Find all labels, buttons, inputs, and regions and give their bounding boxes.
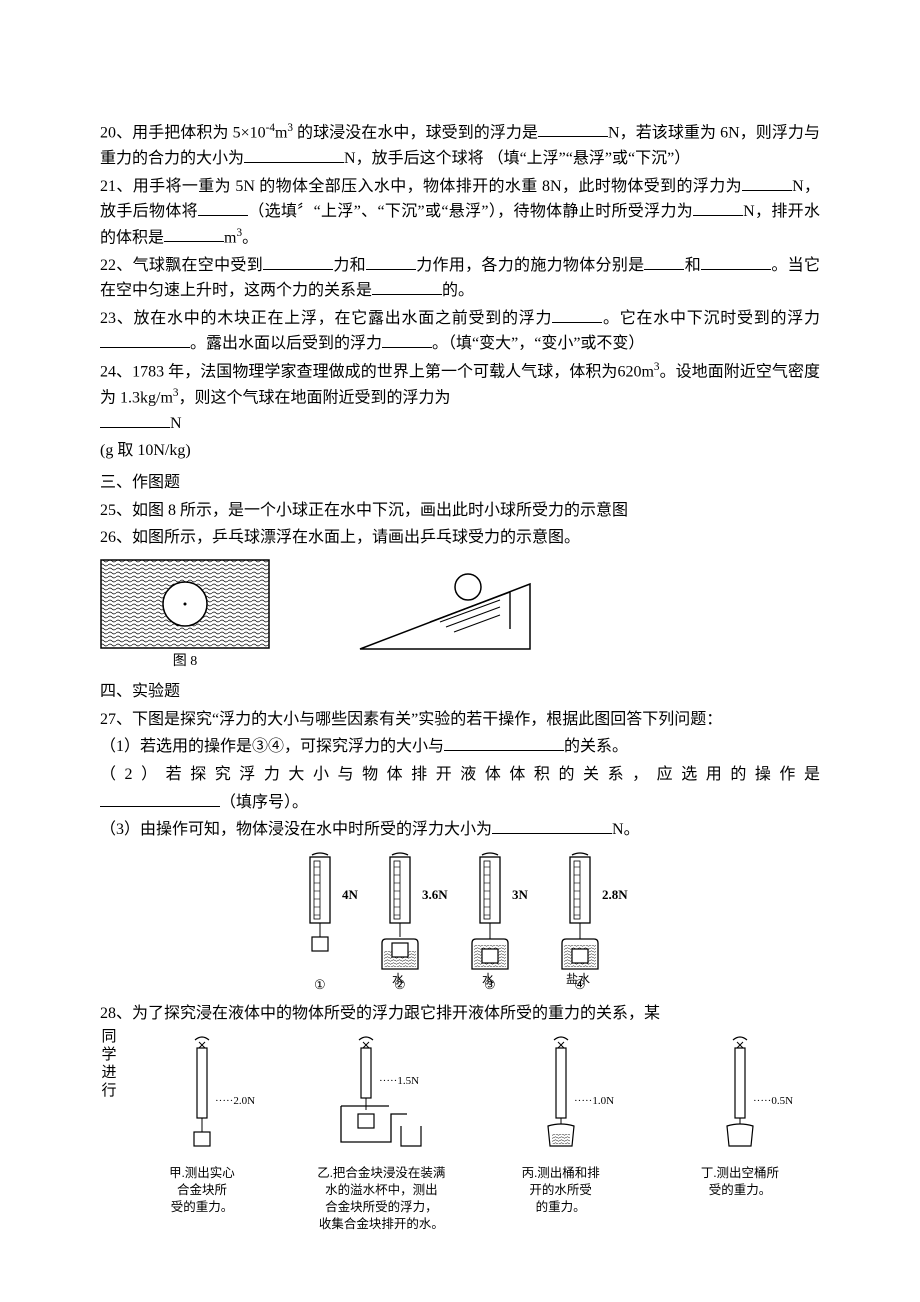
q21-blank-1[interactable] [742, 174, 792, 191]
q20-n2: N，放手后这个球将 [344, 150, 484, 167]
q28-item-1: ·····2.0N 甲.测出实心 合金块所 受的重力。 [122, 1034, 282, 1232]
q21-f: 。 [242, 229, 258, 246]
q22-a: 22、气球飘在空中受到 [100, 257, 263, 274]
q27-blank-2[interactable] [100, 790, 220, 807]
q20-blank-1[interactable] [538, 120, 608, 137]
q28-svg-2: ·····1.5N [311, 1034, 451, 1154]
q24-g: (g 取 10N/kg) [100, 438, 820, 464]
q23-blank-1[interactable] [552, 306, 602, 323]
q22-blank-3[interactable] [644, 253, 684, 270]
q28-item-3: ·····1.0N 丙.测出桶和排 开的水所受 的重力。 [481, 1034, 641, 1232]
svg-text:·····1.0N: ·····1.0N [574, 1095, 614, 1107]
q27-p3b: N。 [612, 821, 640, 838]
q20-sup1: -4 [266, 122, 275, 134]
q22-f: 的。 [442, 282, 474, 299]
q23-d: 。（填“变大”，“变小”或不变） [432, 335, 644, 352]
q24-unit: N [170, 415, 182, 432]
q28-block: 同学进行 ·····2.0N 甲.测出实心 合金块所 受的重力。 [100, 1028, 820, 1232]
q27-blank-1[interactable] [444, 734, 564, 751]
q22: 22、气球飘在空中受到力和力作用，各力的施力物体分别是和。当它在空中匀速上升时，… [100, 253, 820, 304]
figure-row-q25-q26: 图 8 [100, 559, 820, 673]
q22-blank-2[interactable] [366, 253, 416, 270]
q20-text-a: 20、用手把体积为 5×10 [100, 124, 266, 141]
q27-figure-svg: 4N 3.6N 水 [280, 851, 640, 991]
q28-cap-1: 甲.测出实心 合金块所 受的重力。 [122, 1165, 282, 1216]
q25: 25、如图 8 所示，是一个小球正在水中下沉，画出此时小球所受力的示意图 [100, 498, 820, 524]
q27-p3: （3）由操作可知，物体浸没在水中时所受的浮力大小为 N。 [100, 817, 820, 843]
q23-b: 。它在水中下沉时受到的浮力 [602, 310, 820, 327]
q24: 24、1783 年，法国物理学家查理做成的世界上第一个可载人气球，体积为620m… [100, 359, 820, 436]
q20-blank-2[interactable] [244, 146, 344, 163]
q28-item-4: ·····0.5N 丁.测出空桶所 受的重力。 [660, 1034, 820, 1232]
q20: 20、用手把体积为 5×10-4m3 的球浸没在水中，球受到的浮力是N，若该球重… [100, 120, 820, 172]
figure-wedge-col [350, 559, 540, 659]
q27-num-1: ① [314, 977, 326, 991]
svg-text:·····2.0N: ·····2.0N [215, 1095, 255, 1107]
q28-cap-2: 乙.把合金块浸没在装满 水的溢水杯中，测出 合金块所受的浮力， 收集合金块排开的… [301, 1165, 461, 1233]
q21-a: 21、用手将一重为 5N 的物体全部压入水中，物体排开的水重 8N，此时物体受到… [100, 178, 742, 195]
q27-figures: 4N 3.6N 水 [100, 851, 820, 991]
q28-svg-4: ·····0.5N [685, 1034, 795, 1154]
q24-c: ，则这个气球在地面附近受到的浮力为 [179, 389, 451, 406]
q27-p1: （1）若选用的操作是③④，可探究浮力的大小与 的关系。 [100, 734, 820, 760]
q21-e: m [224, 229, 236, 246]
q21: 21、用手将一重为 5N 的物体全部压入水中，物体排开的水重 8N，此时物体受到… [100, 174, 820, 251]
q28-figures: ·····2.0N 甲.测出实心 合金块所 受的重力。 ·····1.5N [122, 1034, 820, 1232]
q27-val-1: 4N [342, 887, 359, 902]
figure-wedge-svg [350, 559, 540, 659]
q22-b: 力和 [333, 257, 366, 274]
q20-tail: （填“上浮”“悬浮”或“下沉”） [488, 150, 691, 167]
q28-svg-3: ·····1.0N [506, 1034, 616, 1154]
q21-blank-3[interactable] [693, 199, 743, 216]
q21-blank-2[interactable] [198, 199, 248, 216]
q27-num-2: ② [394, 977, 406, 991]
q27-p2b: （填序号）。 [220, 794, 308, 811]
section-4-title: 四、实验题 [100, 679, 820, 705]
q24-blank-1[interactable] [100, 411, 170, 428]
q27-val-2: 3.6N [422, 887, 448, 902]
page: 20、用手把体积为 5×10-4m3 的球浸没在水中，球受到的浮力是N，若该球重… [0, 0, 920, 1302]
figure-8-col: 图 8 [100, 559, 270, 673]
q28-cap-3: 丙.测出桶和排 开的水所受 的重力。 [481, 1165, 641, 1216]
q27-p1a: （1）若选用的操作是③④，可探究浮力的大小与 [100, 738, 444, 755]
svg-text:·····1.5N: ·····1.5N [379, 1075, 419, 1087]
q20-unit1: m [275, 124, 287, 141]
q27-p2a: （2）若探究浮力大小与物体排开液体体积的关系，应选用的操作是 [100, 766, 820, 783]
q21-blank-4[interactable] [164, 225, 224, 242]
figure-8-label: 图 8 [100, 651, 270, 673]
q27-val-4: 2.8N [602, 887, 628, 902]
q28-item-2: ·····1.5N 乙.把合金块浸没在装满 水的溢水杯中，测出 合金块所受的浮力… [301, 1034, 461, 1232]
q23-a: 23、放在水中的木块正在上浮，在它露出水面之前受到的浮力 [100, 310, 552, 327]
q22-blank-5[interactable] [372, 278, 442, 295]
q23: 23、放在水中的木块正在上浮，在它露出水面之前受到的浮力 。它在水中下沉时受到的浮… [100, 306, 820, 357]
q20-text-b: 的球浸没在水中，球受到的浮力是 [293, 124, 538, 141]
q23-c: 。露出水面以后受到的浮力 [190, 335, 382, 352]
q23-blank-2[interactable] [100, 331, 190, 348]
q27-blank-3[interactable] [492, 817, 612, 834]
q28-sidecol: 同学进行 [100, 1028, 118, 1100]
q27-num-3: ③ [484, 977, 496, 991]
q28-stem: 28、为了探究浸在液体中的物体所受的浮力跟它排开液体所受的重力的关系，某 [100, 1001, 820, 1027]
q28-svg-1: ·····2.0N [147, 1034, 257, 1154]
q28-cap-4: 丁.测出空桶所 受的重力。 [660, 1165, 820, 1199]
figure-8-svg [100, 559, 270, 649]
q21-c: （选填〞“上浮”、“下沉”或“悬浮”），待物体静止时所受浮力为 [248, 203, 693, 220]
q27-p2-line2: （填序号）。 [100, 790, 820, 816]
q27-num-4: ④ [574, 977, 586, 991]
q26: 26、如图所示，乒乓球漂浮在水面上，请画出乒乓球受力的示意图。 [100, 525, 820, 551]
q27-stem: 27、下图是探究“浮力的大小与哪些因素有关”实验的若干操作，根据此图回答下列问题… [100, 707, 820, 733]
svg-text:·····0.5N: ·····0.5N [753, 1095, 793, 1107]
q22-c: 力作用，各力的施力物体分别是 [416, 257, 645, 274]
q23-blank-3[interactable] [382, 331, 432, 348]
q27-p3a: （3）由操作可知，物体浸没在水中时所受的浮力大小为 [100, 821, 492, 838]
q27-p1b: 的关系。 [564, 738, 628, 755]
q24-a: 24、1783 年，法国物理学家查理做成的世界上第一个可载人气球，体积为620m [100, 363, 654, 380]
q27-p2: （2）若探究浮力大小与物体排开液体体积的关系，应选用的操作是 [100, 762, 820, 788]
q22-blank-4[interactable] [701, 253, 771, 270]
q22-d: 和 [684, 257, 701, 274]
section-3-title: 三、作图题 [100, 470, 820, 496]
q22-blank-1[interactable] [263, 253, 333, 270]
q27-val-3: 3N [512, 887, 529, 902]
